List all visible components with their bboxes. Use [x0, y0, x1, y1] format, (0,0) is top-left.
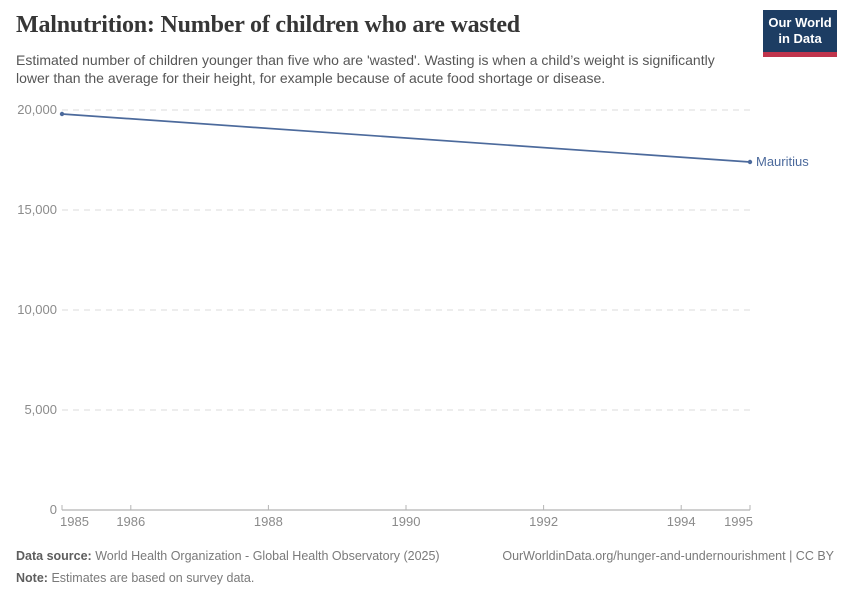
data-point[interactable] — [747, 159, 753, 165]
x-tick-label: 1988 — [253, 514, 283, 529]
y-tick-label: 0 — [49, 502, 57, 517]
owid-logo[interactable]: Our World in Data — [763, 10, 837, 57]
datasource-label: Data source: — [16, 549, 92, 563]
datasource-value: World Health Organization - Global Healt… — [95, 549, 440, 563]
x-tick-label: 1992 — [529, 514, 559, 529]
owid-logo-text: Our World in Data — [763, 15, 837, 48]
footer-row-datasource: Data source: World Health Organization -… — [16, 549, 834, 565]
x-tick-label: 1986 — [116, 514, 146, 529]
chart-footer: Data source: World Health Organization -… — [16, 549, 834, 586]
owid-logo-line2: in Data — [778, 31, 822, 47]
x-tick-label: 1985 — [60, 514, 89, 529]
y-tick-label: 15,000 — [17, 202, 57, 217]
x-tick-label: 1990 — [391, 514, 421, 529]
y-tick-label: 5,000 — [24, 402, 57, 417]
chart-subtitle: Estimated number of children younger tha… — [16, 52, 715, 87]
datasource-text: Data source: World Health Organization -… — [16, 549, 440, 565]
x-tick-label: 1994 — [666, 514, 696, 529]
owid-logo-line1: Our World — [768, 15, 832, 30]
attribution-link[interactable]: OurWorldinData.org/hunger-and-undernouri… — [502, 549, 834, 563]
footer-note: Note: Estimates are based on survey data… — [16, 571, 834, 587]
y-tick-label: 20,000 — [17, 102, 57, 117]
note-value: Estimates are based on survey data. — [51, 570, 255, 585]
y-tick-label: 10,000 — [17, 302, 57, 317]
data-point[interactable] — [59, 111, 65, 117]
x-tick-label: 1995 — [724, 514, 753, 529]
chart-title: Malnutrition: Number of children who are… — [16, 12, 520, 38]
series-label-mauritius[interactable]: Mauritius — [756, 154, 809, 169]
note-label: Note: — [16, 570, 48, 585]
mauritius-line[interactable] — [61, 113, 751, 163]
